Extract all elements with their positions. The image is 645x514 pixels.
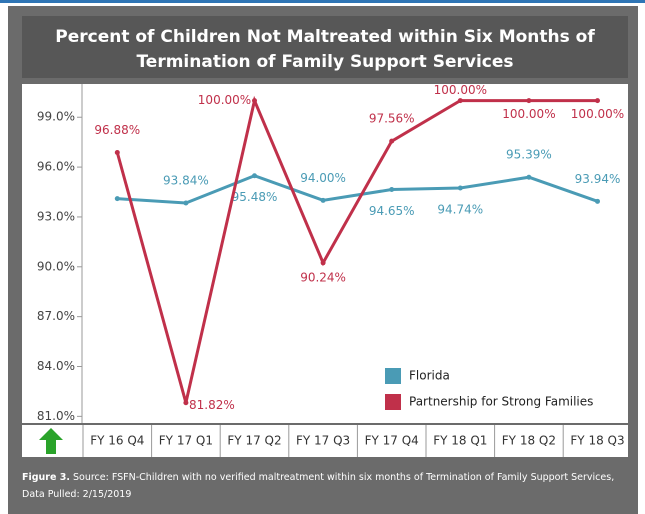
chart-title: Termination of Family Support Services — [136, 52, 513, 72]
legend-swatch — [385, 368, 401, 384]
figure-label: Figure 3. — [22, 472, 70, 483]
point — [457, 185, 463, 191]
point — [320, 197, 326, 203]
chart-title: Percent of Children Not Maltreated withi… — [55, 27, 595, 47]
point — [114, 196, 120, 202]
value-label: 97.56% — [369, 112, 415, 126]
value-label: 90.24% — [300, 270, 346, 284]
value-label: 94.00% — [300, 171, 346, 185]
point — [183, 400, 189, 406]
legend-label: Florida — [409, 369, 450, 383]
point — [526, 98, 532, 104]
point — [526, 174, 532, 180]
legend-swatch — [385, 394, 401, 410]
category-row — [22, 425, 628, 457]
y-tick-label: 93.0% — [37, 209, 75, 223]
top-border — [0, 0, 645, 3]
value-label: 100.00% — [571, 107, 624, 121]
value-label: 95.48% — [232, 190, 278, 204]
plot-area — [22, 84, 628, 423]
value-label: 81.82% — [189, 398, 235, 412]
point — [595, 198, 600, 204]
legend-label: Partnership for Strong Families — [409, 395, 593, 409]
y-tick-label: 99.0% — [37, 110, 75, 124]
y-tick-label: 96.0% — [37, 160, 75, 174]
y-tick-label: 84.0% — [37, 359, 75, 373]
series-line — [117, 174, 598, 205]
point — [252, 173, 257, 179]
y-tick-label: 90.0% — [37, 259, 75, 273]
value-label: 94.65% — [369, 204, 415, 218]
x-tick-label: FY 18 Q1 — [433, 434, 487, 448]
value-label: 94.74% — [437, 203, 483, 217]
x-tick-label: FY 17 Q4 — [365, 434, 419, 448]
value-label: 96.88% — [94, 123, 140, 137]
value-label: 93.84% — [163, 173, 209, 187]
point — [252, 98, 257, 104]
x-tick-label: FY 17 Q3 — [296, 434, 350, 448]
value-label: 100.00% — [502, 107, 555, 121]
x-tick-label: FY 17 Q1 — [159, 434, 213, 448]
point — [389, 187, 395, 193]
value-label: 100.00% — [198, 93, 251, 107]
point — [320, 260, 326, 266]
series-line — [115, 95, 598, 404]
point — [457, 98, 463, 104]
title-box — [22, 16, 628, 78]
point — [595, 98, 600, 104]
footer: Figure 3. Source: FSFN-Children with no … — [22, 469, 622, 503]
point — [389, 138, 395, 144]
point — [183, 200, 189, 206]
point — [114, 149, 120, 155]
source-note: Source: FSFN-Children with no verified m… — [22, 472, 615, 500]
y-tick-label: 87.0% — [37, 309, 75, 323]
x-tick-label: FY 18 Q2 — [502, 434, 556, 448]
value-label: 95.39% — [506, 148, 552, 162]
up-arrow — [39, 428, 63, 454]
x-tick-label: FY 16 Q4 — [90, 434, 144, 448]
x-tick-label: FY 17 Q2 — [227, 434, 281, 448]
y-tick-label: 81.0% — [37, 409, 75, 423]
x-tick-label: FY 18 Q3 — [570, 434, 624, 448]
value-label: 93.94% — [575, 172, 621, 186]
value-label: 100.00% — [434, 83, 487, 97]
